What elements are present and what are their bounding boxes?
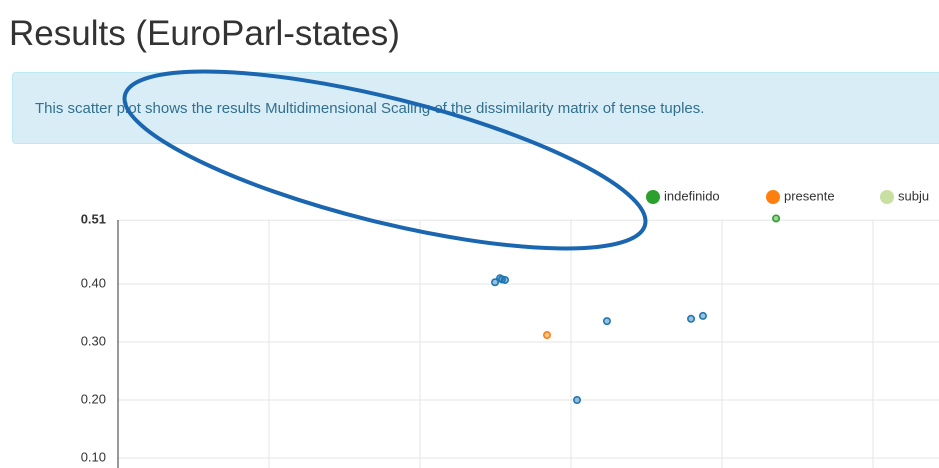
y-tick-label: 0.10 xyxy=(81,449,106,464)
legend-label: presente xyxy=(784,188,835,203)
page-title: Results (EuroParl-states) xyxy=(9,14,400,53)
point xyxy=(772,214,781,223)
legend-swatch xyxy=(880,190,894,204)
y-tick-label: 0.30 xyxy=(81,333,106,348)
point xyxy=(497,275,506,284)
point xyxy=(698,311,707,320)
legend-swatch xyxy=(646,190,660,204)
y-tick-label: 0.40 xyxy=(81,275,106,290)
y-tick-label: 0.51 xyxy=(81,212,106,227)
point xyxy=(573,395,582,404)
y-tick-label: 0.20 xyxy=(81,391,106,406)
point xyxy=(687,314,696,323)
legend-label: subju xyxy=(898,188,929,203)
point xyxy=(491,278,500,287)
point xyxy=(542,331,551,340)
legend-swatch xyxy=(766,190,780,204)
point xyxy=(602,317,611,326)
legend-label: indefinido xyxy=(664,188,720,203)
